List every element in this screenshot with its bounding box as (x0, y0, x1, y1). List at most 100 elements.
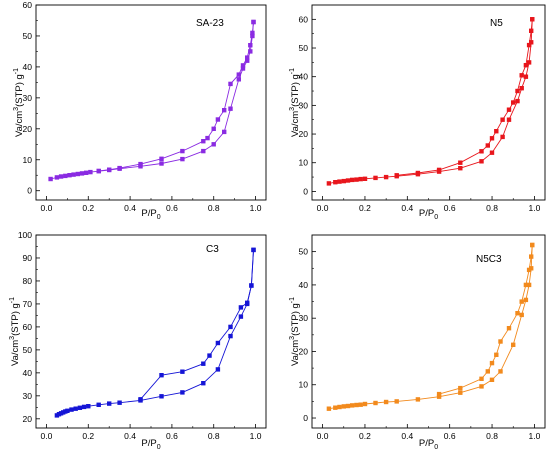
data-point (358, 402, 363, 407)
data-point (458, 166, 463, 171)
data-point (215, 367, 221, 372)
data-point (236, 72, 241, 77)
data-point (529, 40, 534, 45)
y-axis-label-part: Va/cm (10, 340, 21, 366)
data-point (215, 340, 221, 346)
x-tick-label: 0.8 (486, 203, 498, 213)
data-point (526, 267, 532, 273)
data-point (506, 326, 512, 331)
data-point (526, 282, 532, 288)
y-axis-label-part: -1 (9, 297, 16, 303)
x-axis-label-sub: 0 (434, 444, 438, 451)
data-point (75, 171, 80, 177)
y-tick-label: 50 (23, 345, 33, 355)
x-tick-label: 0.4 (124, 203, 136, 213)
x-tick-label: 0.4 (401, 203, 413, 213)
panel-title: SA-23 (196, 18, 224, 29)
data-point (341, 178, 346, 184)
data-point (436, 391, 442, 397)
data-point (88, 169, 93, 175)
data-point (519, 312, 524, 318)
y-tick-label: 40 (23, 62, 33, 72)
y-tick-label: 20 (299, 346, 309, 356)
y-tick-label: 30 (23, 391, 33, 401)
data-point (248, 49, 253, 54)
panel-title: N5 (490, 18, 503, 29)
x-tick-label: 0.0 (317, 431, 329, 441)
data-point (383, 399, 389, 405)
data-point (394, 173, 399, 178)
data-point (345, 178, 351, 183)
x-tick-label: 0.4 (401, 431, 413, 441)
data-point (326, 406, 332, 411)
x-axis-label-main: P/P (141, 438, 156, 449)
data-point (71, 172, 76, 177)
data-point (394, 399, 399, 404)
data-point (415, 397, 421, 402)
y-axis-label-part: 3 (289, 336, 296, 340)
data-point (500, 117, 505, 122)
y-tick-label: 0 (303, 413, 308, 423)
x-tick-label: 0.4 (124, 431, 136, 441)
data-point (215, 117, 221, 122)
y-tick-label: 50 (299, 43, 309, 53)
y-axis-label-part: -1 (289, 297, 296, 303)
panel-title: N5C3 (476, 254, 502, 265)
y-axis-label-part: (STP) g (290, 303, 301, 336)
data-point (500, 134, 505, 140)
y-tick-label: 0 (27, 186, 32, 196)
data-point (458, 160, 463, 165)
data-point (201, 361, 206, 366)
y-tick-label: 40 (299, 72, 309, 82)
chart-panel-1: 0.0 0.2 0.4 0.6 0.8 1.00102030405060P/P0Va/cm… (13, 0, 267, 221)
data-point (159, 156, 164, 161)
x-axis-label: P/P0 (141, 438, 160, 451)
data-point (506, 117, 512, 122)
data-point (415, 170, 421, 176)
series-line-desorption (396, 19, 533, 176)
x-tick-label: 0.6 (444, 431, 456, 441)
data-point (494, 129, 499, 134)
y-axis-label: Va/cm3(STP) g-1 (289, 68, 301, 137)
data-point (511, 342, 516, 347)
x-tick-label: 0.0 (41, 431, 53, 441)
data-point (228, 106, 233, 111)
x-tick-label: 0.6 (166, 431, 178, 441)
data-point (515, 88, 520, 94)
data-point (489, 136, 495, 141)
y-tick-label: 100 (18, 230, 32, 240)
plot-frame (35, 234, 267, 429)
data-point (485, 143, 490, 148)
y-axis-label-part: -1 (289, 68, 296, 74)
data-point (337, 404, 342, 410)
data-point (201, 148, 206, 154)
data-point (358, 176, 363, 182)
data-point (107, 167, 112, 172)
data-point (180, 156, 185, 162)
plot-frame (35, 4, 267, 201)
data-point (333, 405, 338, 410)
data-point (228, 333, 233, 339)
data-point (77, 405, 83, 410)
y-tick-label: 60 (23, 322, 33, 332)
data-point (211, 126, 216, 131)
data-point (249, 283, 254, 288)
y-tick-label: 20 (23, 414, 33, 424)
data-point (362, 401, 368, 407)
y-tick-label: 50 (23, 31, 33, 41)
data-point (159, 373, 164, 378)
data-point (251, 19, 256, 25)
y-axis-label-part: 3 (289, 107, 296, 111)
data-point (506, 107, 512, 112)
y-tick-label: 10 (299, 380, 309, 390)
data-point (84, 170, 89, 175)
data-point (228, 324, 233, 330)
data-point (117, 400, 122, 405)
data-point (350, 177, 355, 183)
y-axis-label-part: (STP) g (14, 74, 25, 107)
x-tick-label: 1.0 (250, 431, 262, 441)
data-point (523, 63, 529, 68)
data-point (240, 66, 246, 71)
data-point (79, 171, 85, 176)
data-point (519, 86, 524, 91)
